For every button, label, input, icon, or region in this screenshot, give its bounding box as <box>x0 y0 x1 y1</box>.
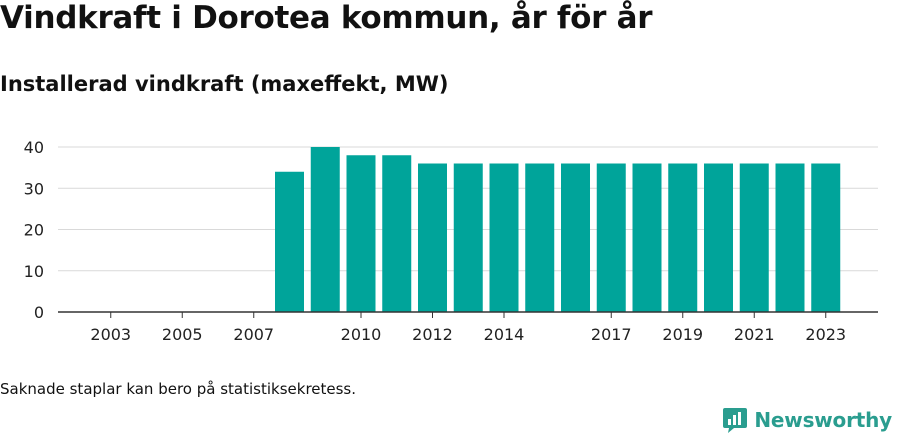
y-tick-label: 10 <box>24 262 44 281</box>
y-axis-ticks: 0 10 20 30 40 <box>24 138 44 322</box>
x-axis-ticks: 2003 2005 2007 2010 2012 2014 2017 2019 2021 2023 <box>90 312 846 344</box>
x-tick-label: 2014 <box>484 325 525 344</box>
x-tick-label: 2023 <box>805 325 846 344</box>
brand-logo[interactable]: Newsworthy <box>722 406 892 434</box>
x-tick-label: 2007 <box>233 325 274 344</box>
chart-subtitle: Installerad vindkraft (maxeffekt, MW) <box>0 72 449 96</box>
bar-2022 <box>775 163 805 312</box>
y-tick-label: 0 <box>34 303 44 322</box>
chart-title: Vindkraft i Dorotea kommun, år för år <box>0 0 653 36</box>
bar-2019 <box>668 163 698 312</box>
bar-2016 <box>561 163 590 312</box>
x-tick-label: 2021 <box>734 325 775 344</box>
newsworthy-logo-icon <box>723 408 748 433</box>
bar-2023 <box>811 163 841 312</box>
bar-2018 <box>632 163 662 312</box>
x-tick-label: 2010 <box>341 325 382 344</box>
bar-2009 <box>310 147 340 312</box>
bar-2020 <box>704 163 733 312</box>
x-tick-label: 2017 <box>591 325 632 344</box>
x-tick-label: 2012 <box>412 325 453 344</box>
y-tick-label: 30 <box>24 179 44 198</box>
bars <box>58 147 878 313</box>
x-tick-label: 2019 <box>662 325 703 344</box>
y-tick-label: 40 <box>24 138 44 157</box>
bar-2014 <box>489 163 519 312</box>
bar-2012 <box>418 163 447 312</box>
bar-2011 <box>382 155 412 312</box>
x-tick-label: 2003 <box>90 325 131 344</box>
bar-2010 <box>346 155 376 312</box>
y-tick-label: 20 <box>24 221 44 240</box>
brand-name: Newsworthy <box>754 408 892 432</box>
bar-2013 <box>453 163 483 312</box>
x-tick-label: 2005 <box>162 325 203 344</box>
bar-2008 <box>275 171 304 312</box>
bar-2017 <box>596 163 626 312</box>
bar-2021 <box>739 163 769 312</box>
bar-2015 <box>525 163 555 312</box>
footnote: Saknade staplar kan bero på statistiksek… <box>0 380 357 398</box>
